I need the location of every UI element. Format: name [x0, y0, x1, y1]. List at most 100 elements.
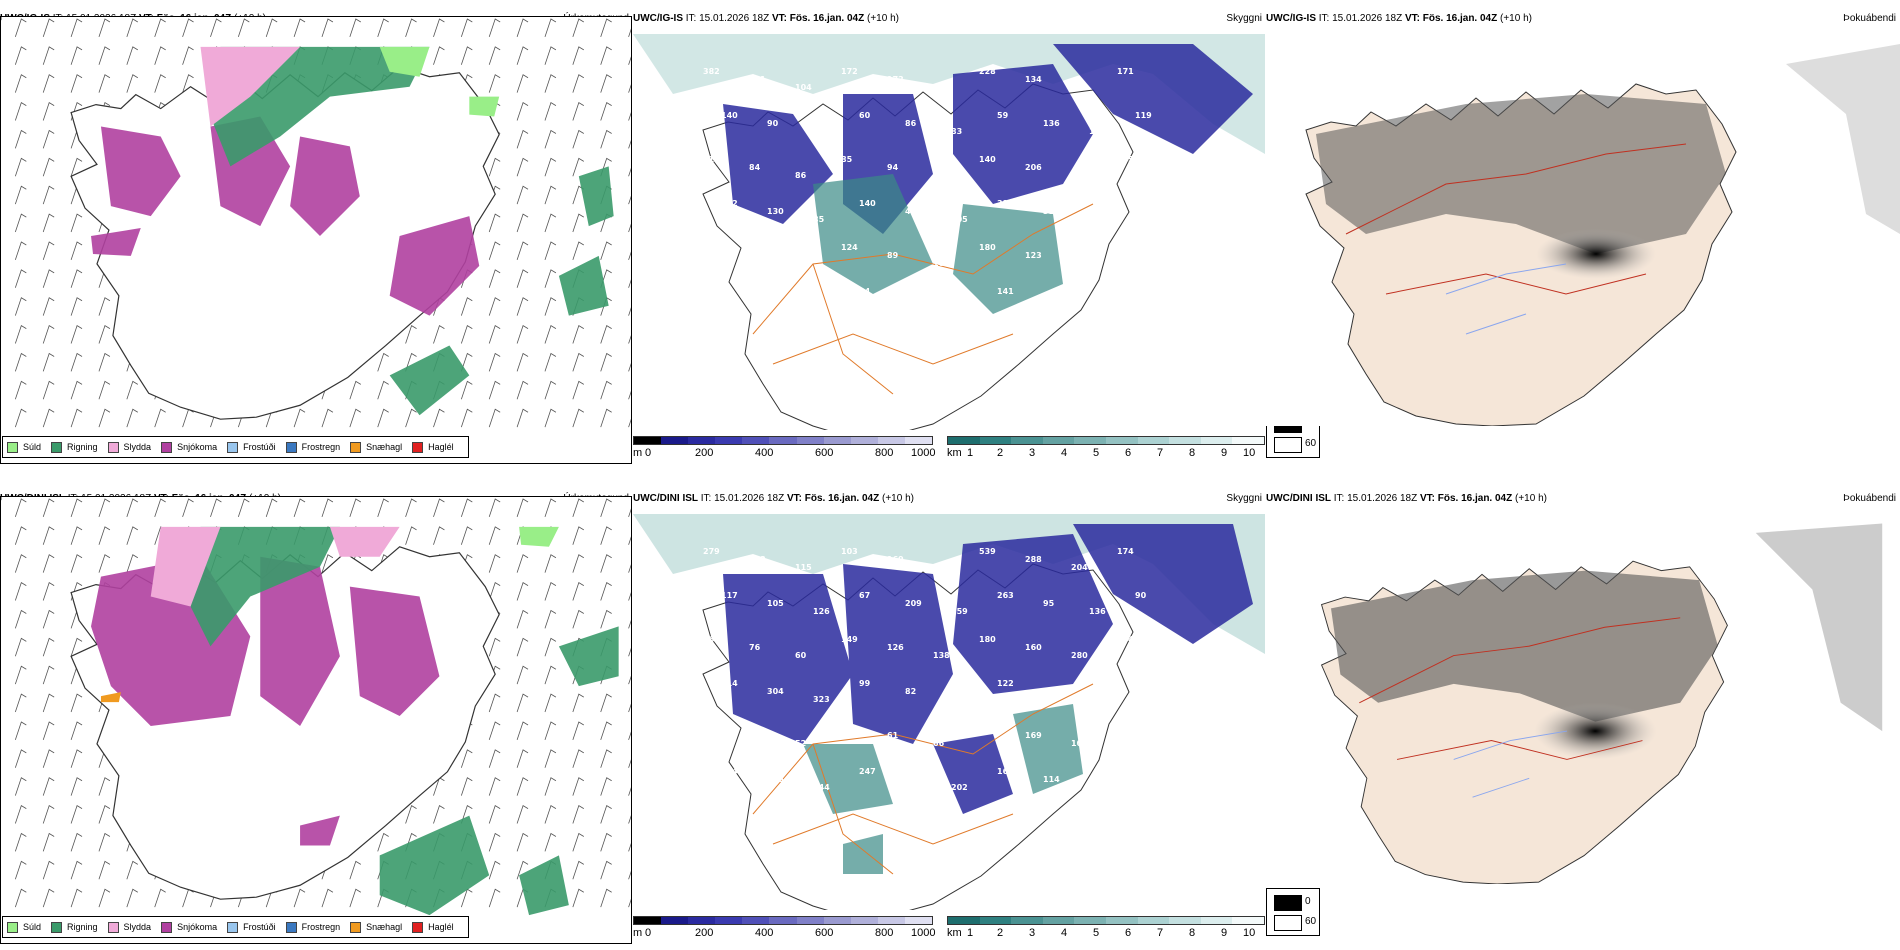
visibility-panel-top: UWC/IG-IS IT: 15.01.2026 18Z VT: Fös. 16… [633, 12, 1265, 464]
visibility-value-label: 103 [841, 547, 858, 556]
legend-swatch [107, 441, 119, 453]
wind-barb [377, 18, 389, 38]
legend-swatch [7, 441, 18, 453]
wind-barb [14, 408, 27, 428]
legend-item: Snæhagl [350, 921, 402, 933]
legend-swatch [350, 921, 362, 933]
visibility-value-label: 180 [979, 635, 996, 644]
colorbar-segment [1074, 437, 1106, 444]
wind-barb [98, 380, 111, 400]
visibility-value-label: 160 [1025, 643, 1042, 652]
wind-barb [433, 498, 445, 518]
wind-barb [628, 167, 631, 177]
visibility-value-label: 93 [951, 695, 962, 704]
colorbar-segment [796, 917, 824, 924]
colorbar-km [947, 436, 1265, 445]
wind-barb [42, 693, 55, 713]
visibility-value-label: 86 [795, 171, 807, 180]
visibility-value-label: 141 [997, 287, 1014, 296]
visibility-panel-bottom: UWC/DINI ISL IT: 15.01.2026 18Z VT: Fös.… [633, 492, 1265, 944]
wind-barb [14, 832, 27, 852]
wind-barb [460, 18, 473, 38]
wind-barb [516, 637, 529, 657]
wind-barb [488, 352, 501, 372]
visibility-value-label: 88 [703, 723, 715, 732]
colorbar-segment [1137, 437, 1170, 444]
wind-barb [488, 297, 501, 316]
road-network [752, 683, 1094, 875]
wind-barb [70, 213, 83, 233]
wind-barb [488, 693, 501, 713]
wind-barb [516, 325, 529, 344]
wind-barb [600, 609, 612, 629]
lead-time: (+10 h) [882, 493, 914, 504]
snow-area [91, 556, 440, 846]
wind-barb [98, 860, 111, 880]
visibility-value-label: 128 [1043, 295, 1060, 304]
visibility-value-label: 382 [703, 67, 720, 76]
wind-barb [516, 860, 529, 880]
wind-barb [70, 241, 83, 261]
wind-barb [154, 46, 166, 65]
wind-barb [488, 721, 501, 741]
wind-barb [126, 74, 139, 93]
visibility-value-label: 142 [721, 199, 738, 208]
wind-barb [516, 665, 529, 685]
colorbar-km [947, 916, 1265, 925]
visibility-value-label: 209 [905, 599, 922, 608]
visibility-value-label: 67 [721, 287, 732, 296]
wind-barb [488, 888, 501, 908]
wind-barb [433, 325, 445, 344]
colorbar-segment [688, 917, 716, 924]
wind-barb [433, 526, 445, 545]
wind-barb [628, 279, 631, 288]
visibility-value-label: 76 [703, 635, 715, 644]
visibility-value-label: 131 [749, 75, 766, 84]
wind-barb [405, 805, 417, 824]
colorbar-tick: 4 [1061, 927, 1068, 939]
visibility-value-label: 119 [1135, 111, 1152, 120]
colorbar-segment [634, 917, 662, 924]
wind-barb [544, 102, 557, 121]
colorbar-segment [1232, 437, 1264, 444]
wind-barb [14, 269, 27, 288]
wind-barb [14, 74, 27, 93]
legend-item: Súld [7, 921, 42, 933]
visibility-value-label: 117 [721, 591, 738, 600]
wind-barb [433, 805, 445, 824]
wind-barb [42, 185, 55, 205]
legend-item: Slydda [107, 441, 151, 453]
wind-barb [628, 815, 631, 824]
colorbar-segment [1042, 437, 1075, 444]
wind-barb [516, 185, 529, 205]
legend-swatch [227, 441, 239, 453]
wind-barb [293, 498, 306, 518]
wind-barb [544, 269, 557, 288]
visibility-value-label: 99 [859, 679, 871, 688]
wind-barb [628, 251, 631, 261]
panel-title: Þokuábendi [1843, 493, 1896, 504]
wind-barb [572, 498, 585, 518]
wind-barb [14, 297, 27, 316]
legend-label: Súld [23, 922, 42, 932]
legend-swatch [350, 441, 362, 453]
visibility-value-label: 288 [1025, 555, 1042, 564]
visibility-value-label: 90 [1135, 591, 1147, 600]
wind-barb [628, 564, 631, 573]
wind-barb [14, 185, 27, 205]
wind-barb [628, 418, 631, 428]
visibility-value-label: 544 [979, 723, 996, 732]
wind-barb [460, 297, 473, 316]
wind-barb [600, 554, 612, 573]
wind-barb [98, 297, 111, 316]
colorbar-tick: 5 [1093, 927, 1100, 939]
wind-barb [572, 749, 585, 768]
visibility-value-label: 134 [1025, 75, 1042, 84]
wind-barb [460, 777, 473, 796]
visibility-value-label: 124 [1089, 303, 1106, 312]
wind-barb [70, 721, 83, 741]
colorbar-tick: 9 [1221, 927, 1228, 939]
visibility-value-label: 140 [979, 155, 996, 164]
visibility-value-label: 68 [1043, 687, 1055, 696]
legend-swatch [51, 921, 63, 933]
